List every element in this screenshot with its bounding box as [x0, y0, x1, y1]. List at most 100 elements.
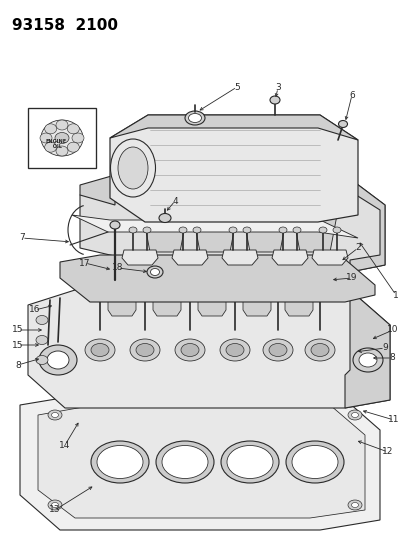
Ellipse shape	[285, 441, 343, 483]
Ellipse shape	[269, 96, 279, 104]
Ellipse shape	[45, 124, 57, 134]
Text: 1: 1	[392, 290, 398, 300]
Text: 18: 18	[112, 263, 123, 272]
Ellipse shape	[51, 413, 58, 417]
Ellipse shape	[271, 280, 283, 289]
Ellipse shape	[242, 227, 250, 233]
Ellipse shape	[147, 266, 163, 278]
Ellipse shape	[268, 343, 286, 357]
Ellipse shape	[91, 441, 149, 483]
Polygon shape	[221, 250, 257, 265]
Ellipse shape	[313, 280, 325, 289]
Ellipse shape	[149, 184, 180, 206]
Text: 7: 7	[19, 233, 25, 243]
Text: 5: 5	[234, 83, 239, 92]
Polygon shape	[242, 175, 286, 252]
Ellipse shape	[150, 269, 159, 276]
Text: 9: 9	[381, 343, 387, 352]
Polygon shape	[153, 300, 180, 316]
Bar	[28, 108, 96, 168]
Text: 15: 15	[12, 326, 24, 335]
Ellipse shape	[156, 441, 214, 483]
Ellipse shape	[51, 503, 58, 507]
Ellipse shape	[183, 280, 195, 289]
Ellipse shape	[347, 410, 361, 420]
Polygon shape	[72, 215, 357, 238]
Polygon shape	[192, 175, 236, 252]
Polygon shape	[271, 250, 307, 265]
Ellipse shape	[91, 343, 109, 357]
Text: 11: 11	[387, 416, 399, 424]
Ellipse shape	[226, 446, 272, 479]
Ellipse shape	[298, 184, 330, 206]
Ellipse shape	[278, 227, 286, 233]
Polygon shape	[122, 250, 158, 265]
Polygon shape	[142, 175, 187, 252]
Ellipse shape	[185, 111, 204, 125]
Ellipse shape	[97, 446, 142, 479]
Ellipse shape	[291, 446, 337, 479]
Ellipse shape	[347, 500, 361, 510]
Text: 93158  2100: 93158 2100	[12, 18, 118, 33]
Polygon shape	[110, 115, 357, 140]
Text: 3: 3	[275, 84, 280, 93]
Ellipse shape	[199, 184, 230, 206]
Ellipse shape	[175, 339, 204, 361]
Polygon shape	[344, 175, 384, 272]
Text: 10: 10	[386, 326, 398, 335]
Ellipse shape	[159, 214, 171, 222]
Ellipse shape	[352, 348, 382, 372]
Text: 12: 12	[381, 448, 393, 456]
Ellipse shape	[161, 446, 207, 479]
Ellipse shape	[67, 142, 79, 152]
Polygon shape	[197, 300, 225, 316]
Polygon shape	[171, 250, 207, 265]
Ellipse shape	[142, 227, 151, 233]
Ellipse shape	[262, 339, 292, 361]
Polygon shape	[80, 175, 384, 272]
Text: 14: 14	[59, 440, 71, 449]
Ellipse shape	[304, 339, 334, 361]
Text: 13: 13	[49, 505, 61, 514]
Text: ENGINE
 OIL: ENGINE OIL	[45, 139, 66, 149]
Polygon shape	[80, 175, 115, 205]
Ellipse shape	[85, 339, 115, 361]
Ellipse shape	[39, 345, 77, 375]
Polygon shape	[284, 300, 312, 316]
Ellipse shape	[338, 120, 347, 127]
Polygon shape	[20, 395, 379, 530]
Polygon shape	[242, 300, 271, 316]
Ellipse shape	[41, 120, 83, 156]
Ellipse shape	[192, 227, 201, 233]
Ellipse shape	[192, 393, 206, 403]
Polygon shape	[110, 115, 357, 222]
Ellipse shape	[55, 133, 69, 143]
Text: 17: 17	[79, 259, 90, 268]
Ellipse shape	[351, 503, 358, 507]
Ellipse shape	[129, 227, 137, 233]
Ellipse shape	[228, 280, 240, 289]
Polygon shape	[60, 255, 374, 302]
Ellipse shape	[118, 147, 147, 189]
Polygon shape	[38, 405, 364, 518]
Text: 2: 2	[354, 244, 360, 253]
Ellipse shape	[248, 184, 280, 206]
Ellipse shape	[136, 343, 154, 357]
Ellipse shape	[48, 500, 62, 510]
Ellipse shape	[178, 227, 187, 233]
Ellipse shape	[56, 120, 68, 130]
Ellipse shape	[139, 280, 151, 289]
Ellipse shape	[45, 142, 57, 152]
Text: 19: 19	[345, 273, 357, 282]
Ellipse shape	[36, 335, 48, 344]
Polygon shape	[292, 175, 336, 252]
Ellipse shape	[48, 410, 62, 420]
Ellipse shape	[36, 316, 48, 325]
Ellipse shape	[228, 227, 236, 233]
Ellipse shape	[94, 280, 106, 289]
Ellipse shape	[318, 227, 326, 233]
Ellipse shape	[358, 353, 376, 367]
Text: 16: 16	[29, 305, 40, 314]
Ellipse shape	[332, 227, 340, 233]
Text: 8: 8	[388, 353, 394, 362]
